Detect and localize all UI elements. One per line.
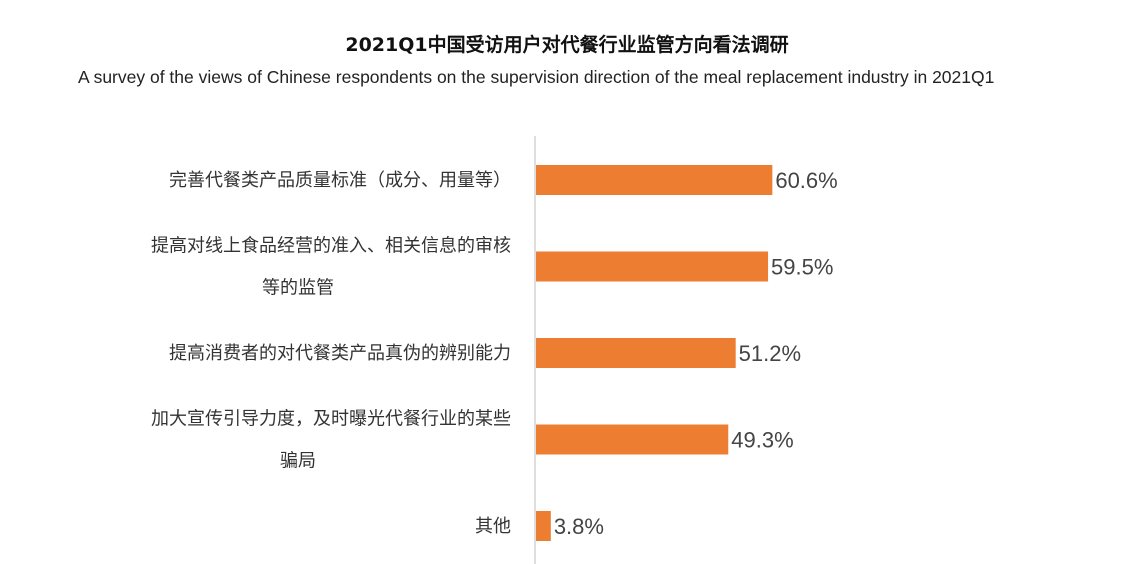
bar	[536, 165, 773, 195]
category-label: 等的监管	[262, 278, 334, 299]
data-label: 59.5%	[771, 255, 833, 280]
data-label: 51.2%	[739, 341, 801, 366]
chart-title: 2021Q1中国受访用户对代餐行业监管方向看法调研	[345, 34, 789, 56]
category-label: 提高消费者的对代餐类产品真伪的辨别能力	[169, 343, 511, 364]
data-label: 60.6%	[775, 168, 837, 193]
category-label: 完善代餐类产品质量标准（成分、用量等）	[169, 170, 511, 191]
bar	[536, 511, 551, 541]
category-label: 提高对线上食品经营的准入、相关信息的审核	[151, 236, 511, 257]
category-label: 骗局	[280, 451, 316, 472]
bar	[536, 424, 729, 455]
bars-group: 60.6% 完善代餐类产品质量标准（成分、用量等） 59.5% 提高对线上食品经营的准…	[151, 165, 838, 541]
chart-subtitle: A survey of the views of Chinese respond…	[78, 67, 995, 87]
bar	[536, 338, 736, 368]
category-label: 加大宣传引导力度，及时曝光代餐行业的某些	[151, 409, 511, 430]
data-label: 3.8%	[554, 514, 604, 539]
data-label: 49.3%	[731, 428, 793, 453]
bar	[536, 251, 769, 282]
category-label: 其他	[475, 516, 511, 537]
